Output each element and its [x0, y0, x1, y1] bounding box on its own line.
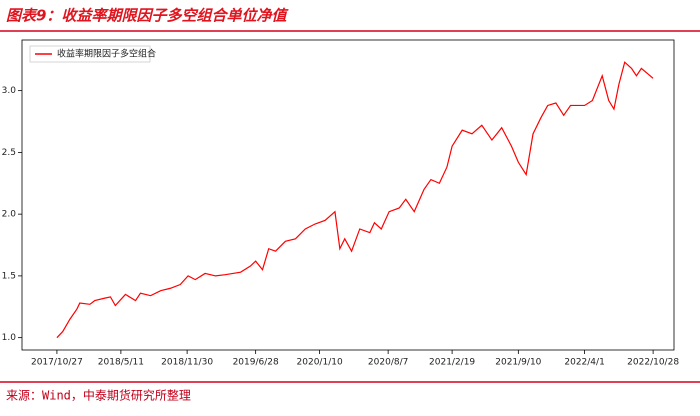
y-tick-label: 2.0 — [2, 210, 17, 220]
x-tick-label: 2017/10/27 — [31, 358, 83, 368]
y-tick-label: 1.5 — [2, 271, 16, 281]
figure-title: 图表9：收益率期限因子多空组合单位净值 — [6, 7, 289, 25]
x-tick-label: 2020/1/10 — [297, 358, 343, 368]
x-tick-label: 2019/6/28 — [233, 358, 279, 368]
source-note: 来源：Wind，中泰期货研究所整理 — [6, 388, 191, 403]
legend-label: 收益率期限因子多空组合 — [57, 48, 156, 60]
x-tick-label: 2021/2/19 — [429, 358, 475, 368]
y-tick-label: 2.5 — [2, 148, 16, 158]
y-tick-label: 1.0 — [2, 333, 17, 343]
series-line — [56, 61, 654, 339]
x-tick-label: 2018/11/30 — [161, 358, 213, 368]
legend-box — [29, 45, 151, 63]
y-tick-label: 3.0 — [2, 86, 17, 96]
x-tick-label: 2018/5/11 — [98, 358, 144, 368]
x-tick-label: 2022/10/28 — [627, 358, 679, 368]
x-tick-label: 2021/9/10 — [495, 358, 541, 368]
plot-frame — [21, 39, 675, 351]
x-tick-label: 2020/8/7 — [368, 358, 408, 368]
x-tick-label: 2022/4/1 — [564, 358, 604, 368]
